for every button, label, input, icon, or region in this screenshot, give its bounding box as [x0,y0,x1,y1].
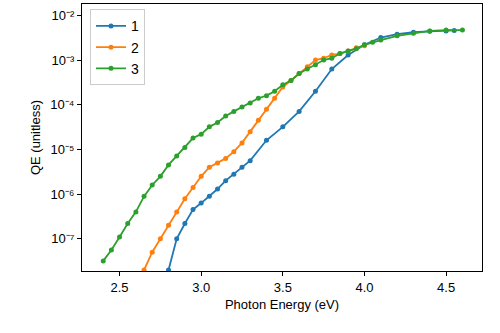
svg-text:10⁻⁴: 10⁻⁴ [50,97,74,112]
svg-text:2: 2 [131,40,139,56]
svg-text:10⁻⁵: 10⁻⁵ [51,142,75,157]
svg-text:4.5: 4.5 [437,280,455,295]
svg-text:10⁻³: 10⁻³ [52,53,75,68]
svg-text:10⁻²: 10⁻² [52,8,75,23]
svg-text:3: 3 [131,61,139,77]
svg-text:1: 1 [131,18,139,34]
svg-text:Photon Energy (eV): Photon Energy (eV) [225,297,339,312]
svg-text:4.0: 4.0 [355,280,373,295]
svg-text:10⁻⁷: 10⁻⁷ [51,231,74,246]
svg-text:2.5: 2.5 [111,280,129,295]
svg-text:3.0: 3.0 [192,280,210,295]
svg-text:10⁻⁶: 10⁻⁶ [51,187,75,202]
svg-text:QE (unitless): QE (unitless) [28,100,43,175]
svg-text:3.5: 3.5 [274,280,292,295]
